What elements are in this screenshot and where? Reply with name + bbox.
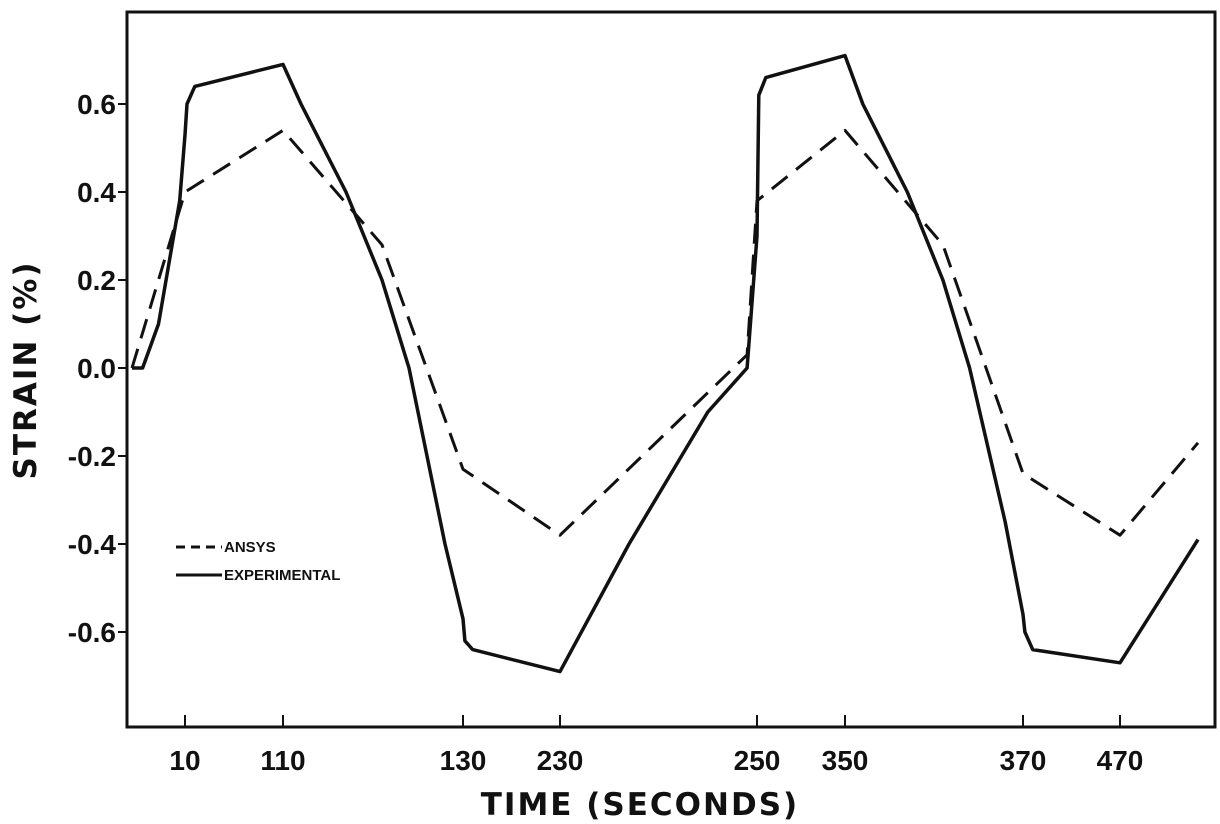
x-tick-label: 130 xyxy=(440,745,487,776)
y-tick-label: 0.2 xyxy=(77,265,116,296)
x-axis: 10 110 130 230 250 350 370 470 xyxy=(169,715,1143,776)
plot-frame xyxy=(125,10,1217,729)
y-axis-title: STRAIN (%) xyxy=(8,260,44,479)
y-tick-label: 0.0 xyxy=(77,353,116,384)
y-axis: 0.6 0.4 0.2 0.0 -0.2 -0.4 -0.6 xyxy=(68,89,127,648)
x-tick-label: 250 xyxy=(734,745,781,776)
legend-ansys-label: ANSYS xyxy=(224,539,276,556)
y-tick-label: -0.2 xyxy=(68,441,116,472)
series-line-experimental xyxy=(132,53,1200,674)
series-line-ansys xyxy=(130,128,1200,537)
legend: ANSYS EXPERIMENTAL xyxy=(176,539,340,584)
x-tick-label: 10 xyxy=(169,745,200,776)
legend-experimental-label: EXPERIMENTAL xyxy=(224,567,340,584)
x-axis-title: TIME (SECONDS) xyxy=(481,787,799,823)
y-tick-label: -0.6 xyxy=(68,617,116,648)
x-tick-label: 470 xyxy=(1097,745,1144,776)
x-tick-label: 370 xyxy=(1000,745,1047,776)
x-tick-label: 350 xyxy=(822,745,869,776)
y-tick-label: 0.4 xyxy=(77,177,116,208)
y-tick-label: -0.4 xyxy=(68,529,117,560)
x-tick-label: 110 xyxy=(260,745,305,776)
y-tick-label: 0.6 xyxy=(77,89,116,120)
x-tick-label: 230 xyxy=(537,745,584,776)
plot-lines xyxy=(130,53,1200,674)
